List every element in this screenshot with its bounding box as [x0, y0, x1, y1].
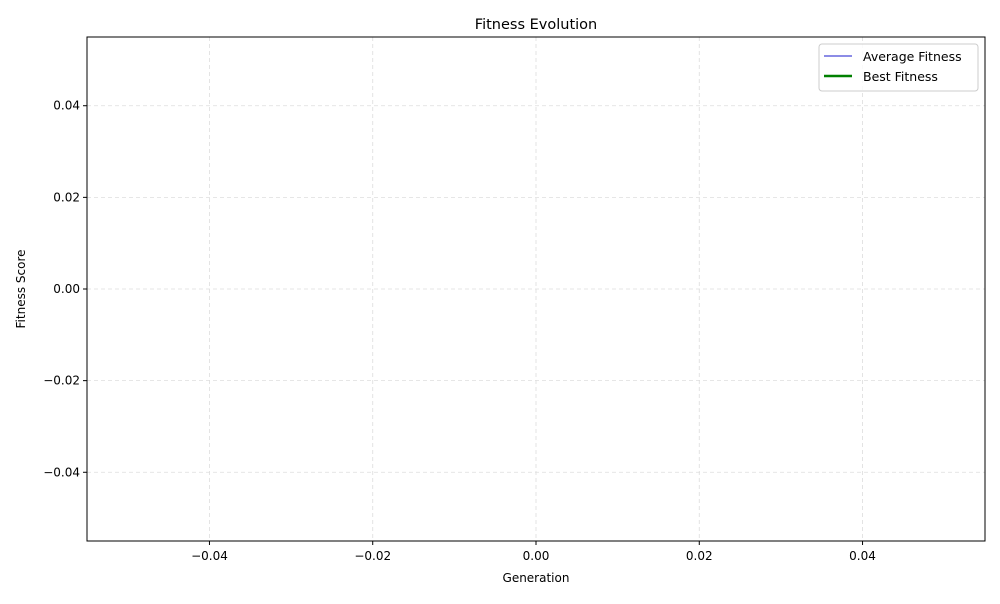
y-tick-label: −0.04: [43, 465, 80, 479]
y-tick-label: −0.02: [43, 374, 80, 388]
y-tick-label: 0.00: [53, 282, 80, 296]
x-tick-label: 0.02: [686, 549, 713, 563]
legend-box: [818, 43, 979, 92]
legend-label-average-fitness: Average Fitness: [863, 49, 962, 64]
y-axis-label: Fitness Score: [14, 250, 28, 329]
x-axis-label: Generation: [503, 571, 570, 585]
x-tick-label: −0.04: [191, 549, 228, 563]
x-tick-label: 0.00: [523, 549, 550, 563]
grid-lines: [87, 37, 985, 541]
x-axis-ticks: −0.04 −0.02 0.00 0.02 0.04: [191, 541, 876, 563]
y-tick-label: 0.04: [53, 99, 80, 113]
legend: Average Fitness Best Fitness: [818, 43, 979, 92]
x-tick-label: −0.02: [354, 549, 391, 563]
y-tick-label: 0.02: [53, 190, 80, 204]
legend-label-best-fitness: Best Fitness: [863, 69, 938, 84]
y-axis-ticks: −0.04 −0.02 0.00 0.02 0.04: [43, 99, 87, 479]
chart-title: Fitness Evolution: [475, 17, 597, 33]
x-tick-label: 0.04: [849, 549, 876, 563]
